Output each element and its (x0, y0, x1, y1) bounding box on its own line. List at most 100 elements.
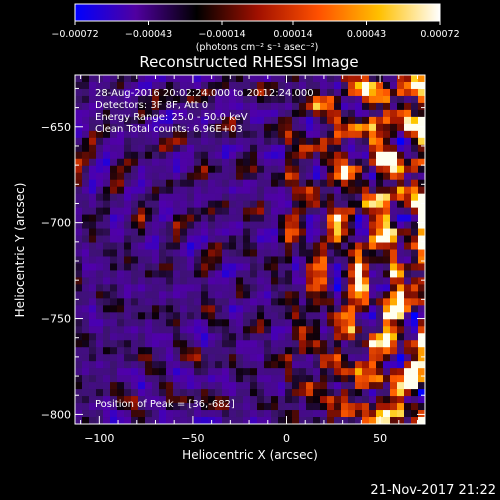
heatmap-cell (418, 333, 426, 341)
heatmap-cell (355, 382, 363, 390)
heatmap-cell (215, 228, 223, 236)
heatmap-cell (341, 375, 349, 383)
heatmap-cell (131, 410, 139, 418)
heatmap-cell (320, 263, 328, 271)
heatmap-cell (166, 165, 174, 174)
heatmap-cell (180, 235, 188, 243)
heatmap-cell (173, 340, 181, 348)
heatmap-cell (131, 75, 139, 83)
colorbar-ticks: −0.00072 −0.00043 −0.00014 0.00014 0.00043 0.… (51, 21, 460, 40)
heatmap-cell (152, 368, 160, 376)
heatmap-cell (75, 88, 83, 97)
heatmap-cell (173, 284, 181, 292)
heatmap-cell (278, 88, 286, 97)
heatmap-cell (89, 375, 97, 383)
heatmap-cell (271, 326, 279, 334)
heatmap-cell (320, 284, 328, 292)
heatmap-cell (201, 347, 209, 355)
heatmap-cell (82, 305, 90, 313)
heatmap-cell (215, 333, 223, 341)
heatmap-cell (327, 382, 335, 390)
heatmap-cell (348, 242, 356, 250)
heatmap-cell (89, 200, 97, 209)
heatmap-cell (355, 312, 363, 320)
heatmap-cell (201, 200, 209, 209)
heatmap-cell (397, 340, 405, 348)
heatmap-cell (243, 326, 251, 334)
heatmap-cell (383, 88, 391, 97)
heatmap-cell (138, 270, 146, 278)
heatmap-cell (306, 333, 314, 341)
heatmap-cell (103, 130, 111, 139)
heatmap-cell (313, 389, 321, 397)
heatmap-cell (334, 130, 342, 139)
heatmap-cell (208, 242, 216, 250)
heatmap-cell (334, 249, 342, 257)
heatmap-cell (348, 221, 356, 229)
heatmap-cell (285, 228, 293, 236)
heatmap-cell (180, 172, 188, 181)
heatmap-cell (383, 277, 391, 285)
heatmap-cell (285, 186, 293, 195)
heatmap-cell (124, 193, 132, 202)
heatmap-cell (264, 305, 272, 313)
heatmap-cell (103, 340, 111, 348)
heatmap-cell (397, 75, 405, 83)
heatmap-cell (138, 172, 146, 181)
heatmap-cell (222, 165, 230, 174)
heatmap-cell (418, 305, 426, 313)
heatmap-cell (138, 221, 146, 229)
heatmap-cell (194, 75, 202, 83)
heatmap-cell (376, 249, 384, 257)
heatmap-cell (236, 95, 244, 104)
heatmap-cell (117, 277, 125, 285)
heatmap-cell (89, 263, 97, 271)
heatmap-cell (348, 228, 356, 236)
heatmap-cell (82, 291, 90, 299)
heatmap-cell (131, 403, 139, 411)
heatmap-cell (376, 319, 384, 327)
heatmap-cell (334, 368, 342, 376)
heatmap-cell (110, 361, 118, 369)
heatmap-cell (96, 277, 104, 285)
heatmap-cell (243, 417, 251, 425)
heatmap-cell (96, 186, 104, 195)
heatmap-cell (306, 95, 314, 104)
heatmap-cell (285, 81, 293, 90)
heatmap-cell (285, 375, 293, 383)
heatmap-cell (89, 403, 97, 411)
heatmap-cell (369, 235, 377, 243)
heatmap-cell (341, 382, 349, 390)
heatmap-cell (299, 130, 307, 139)
heatmap-cell (355, 242, 363, 250)
heatmap-cell (369, 284, 377, 292)
heatmap-cell (264, 319, 272, 327)
heatmap-cell (271, 319, 279, 327)
heatmap-cell (362, 95, 370, 104)
heatmap-cell (334, 417, 342, 425)
heatmap-cell (75, 207, 83, 215)
heatmap-cell (145, 130, 153, 139)
heatmap-cell (89, 228, 97, 236)
heatmap-cell (404, 200, 412, 209)
heatmap-cell (166, 333, 174, 341)
heatmap-cell (110, 277, 118, 285)
heatmap-cell (173, 382, 181, 390)
heatmap-cell (348, 88, 356, 97)
heatmap-cell (341, 263, 349, 271)
heatmap-cell (383, 396, 391, 404)
heatmap-cell (152, 354, 160, 362)
heatmap-cell (159, 361, 167, 369)
heatmap-cell (334, 144, 342, 153)
heatmap-cell (355, 200, 363, 209)
heatmap-cell (376, 207, 384, 215)
heatmap-cell (278, 410, 286, 418)
heatmap-cell (355, 179, 363, 188)
heatmap-cell (103, 158, 111, 167)
heatmap-cell (152, 186, 160, 195)
heatmap-cell (320, 81, 328, 90)
heatmap-cell (376, 95, 384, 104)
heatmap-cell (250, 123, 258, 132)
heatmap-cell (411, 361, 419, 369)
heatmap-cell (355, 151, 363, 160)
